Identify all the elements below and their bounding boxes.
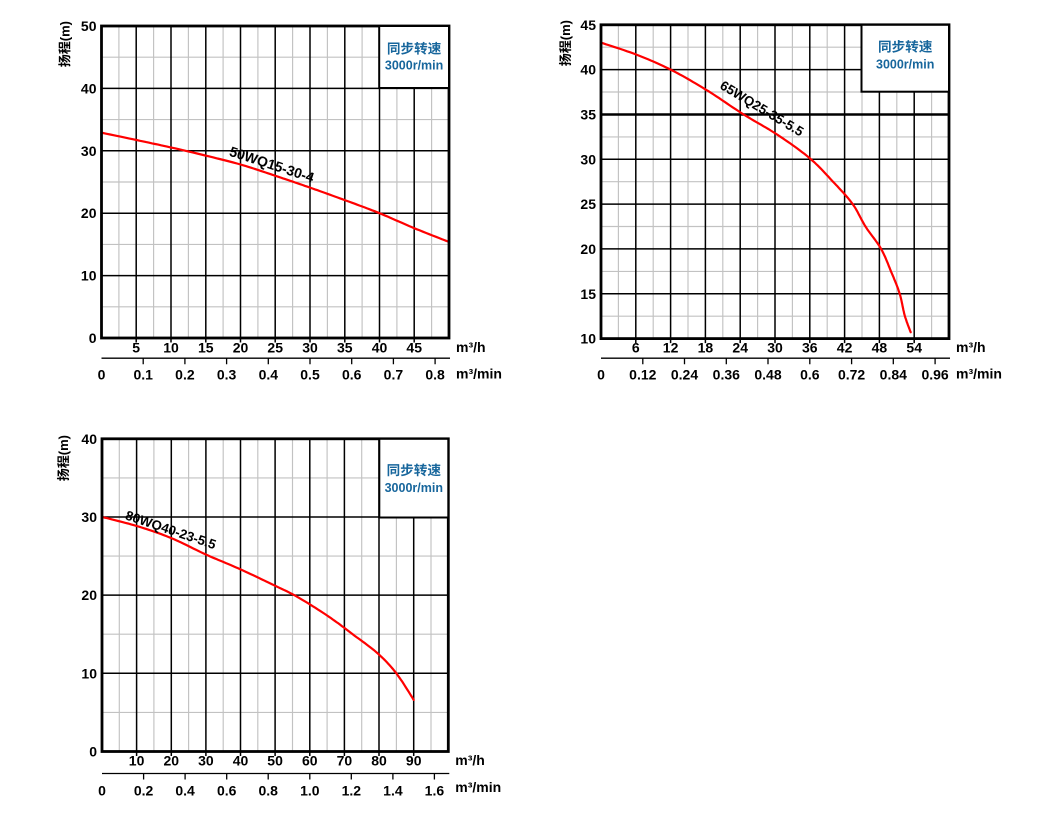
svg-text:30: 30 bbox=[198, 753, 214, 769]
svg-text:20: 20 bbox=[164, 753, 180, 769]
svg-text:3000r/min: 3000r/min bbox=[385, 481, 443, 495]
svg-text:(m): (m) bbox=[56, 435, 71, 455]
svg-text:0.36: 0.36 bbox=[713, 366, 740, 382]
svg-text:10: 10 bbox=[81, 665, 97, 681]
svg-text:20: 20 bbox=[580, 241, 596, 257]
svg-text:m³/min: m³/min bbox=[455, 779, 501, 795]
svg-text:25: 25 bbox=[267, 339, 283, 355]
svg-text:15: 15 bbox=[198, 339, 214, 355]
svg-text:10: 10 bbox=[580, 331, 596, 347]
svg-text:1.0: 1.0 bbox=[300, 783, 320, 799]
svg-text:30: 30 bbox=[81, 143, 97, 159]
svg-text:35: 35 bbox=[580, 107, 596, 123]
svg-text:1.6: 1.6 bbox=[425, 783, 445, 799]
svg-text:20: 20 bbox=[81, 587, 97, 603]
svg-text:40: 40 bbox=[233, 753, 249, 769]
svg-text:0.7: 0.7 bbox=[384, 366, 404, 382]
svg-text:48: 48 bbox=[872, 339, 888, 355]
svg-text:0.4: 0.4 bbox=[175, 783, 195, 799]
svg-text:m³/h: m³/h bbox=[455, 752, 485, 768]
svg-text:24: 24 bbox=[732, 339, 748, 355]
svg-text:0.8: 0.8 bbox=[258, 783, 278, 799]
svg-text:35: 35 bbox=[337, 339, 353, 355]
svg-text:1.2: 1.2 bbox=[342, 783, 362, 799]
svg-text:45: 45 bbox=[580, 17, 596, 33]
svg-text:0.6: 0.6 bbox=[342, 366, 362, 382]
svg-text:10: 10 bbox=[163, 339, 179, 355]
svg-text:0.48: 0.48 bbox=[754, 366, 781, 382]
svg-text:70: 70 bbox=[337, 753, 353, 769]
svg-text:18: 18 bbox=[698, 339, 714, 355]
svg-text:m³/h: m³/h bbox=[456, 339, 486, 355]
svg-text:25: 25 bbox=[580, 196, 596, 212]
svg-text:50: 50 bbox=[267, 753, 283, 769]
svg-text:65WQ25-35-5.5: 65WQ25-35-5.5 bbox=[717, 78, 806, 140]
svg-text:0.6: 0.6 bbox=[217, 783, 237, 799]
svg-text:0.96: 0.96 bbox=[921, 366, 948, 382]
svg-text:0: 0 bbox=[98, 783, 106, 799]
svg-text:30: 30 bbox=[767, 339, 783, 355]
svg-text:(m): (m) bbox=[57, 21, 72, 41]
svg-text:60: 60 bbox=[302, 753, 318, 769]
svg-text:40: 40 bbox=[81, 80, 97, 96]
svg-text:m³/min: m³/min bbox=[456, 365, 502, 381]
svg-text:0: 0 bbox=[597, 366, 605, 382]
svg-text:0.6: 0.6 bbox=[800, 366, 820, 382]
svg-text:m³/min: m³/min bbox=[956, 365, 1002, 381]
svg-text:12: 12 bbox=[663, 339, 679, 355]
svg-text:(m): (m) bbox=[558, 20, 573, 40]
svg-text:6: 6 bbox=[632, 339, 640, 355]
svg-text:15: 15 bbox=[580, 286, 596, 302]
svg-text:10: 10 bbox=[129, 753, 145, 769]
svg-text:30: 30 bbox=[81, 509, 97, 525]
svg-text:30: 30 bbox=[302, 339, 318, 355]
svg-text:45: 45 bbox=[406, 339, 422, 355]
svg-text:30: 30 bbox=[580, 151, 596, 167]
svg-text:0: 0 bbox=[89, 744, 97, 760]
svg-text:80: 80 bbox=[371, 753, 387, 769]
svg-text:3000r/min: 3000r/min bbox=[385, 58, 443, 72]
svg-text:0.8: 0.8 bbox=[425, 366, 445, 382]
svg-text:36: 36 bbox=[802, 339, 818, 355]
svg-text:0.4: 0.4 bbox=[259, 366, 279, 382]
svg-text:1.4: 1.4 bbox=[383, 783, 403, 799]
svg-text:20: 20 bbox=[81, 205, 97, 221]
svg-text:40: 40 bbox=[81, 431, 97, 447]
svg-text:0: 0 bbox=[89, 330, 97, 346]
svg-text:0.1: 0.1 bbox=[133, 366, 153, 382]
svg-text:0.72: 0.72 bbox=[838, 366, 865, 382]
svg-text:42: 42 bbox=[837, 339, 853, 355]
svg-text:0.2: 0.2 bbox=[175, 366, 195, 382]
svg-text:90: 90 bbox=[406, 753, 422, 769]
svg-text:5: 5 bbox=[132, 339, 140, 355]
svg-text:20: 20 bbox=[233, 339, 249, 355]
svg-text:m³/h: m³/h bbox=[956, 339, 986, 355]
svg-text:3000r/min: 3000r/min bbox=[876, 57, 934, 71]
svg-text:0.5: 0.5 bbox=[300, 366, 320, 382]
svg-text:40: 40 bbox=[580, 62, 596, 78]
svg-text:0.24: 0.24 bbox=[671, 366, 698, 382]
svg-text:0: 0 bbox=[98, 366, 106, 382]
svg-text:0.2: 0.2 bbox=[134, 783, 154, 799]
svg-text:0.3: 0.3 bbox=[217, 366, 237, 382]
svg-text:0.12: 0.12 bbox=[629, 366, 656, 382]
svg-text:0.84: 0.84 bbox=[880, 366, 907, 382]
svg-text:50: 50 bbox=[81, 18, 97, 34]
svg-text:10: 10 bbox=[81, 268, 97, 284]
svg-text:54: 54 bbox=[906, 339, 922, 355]
svg-text:40: 40 bbox=[372, 339, 388, 355]
